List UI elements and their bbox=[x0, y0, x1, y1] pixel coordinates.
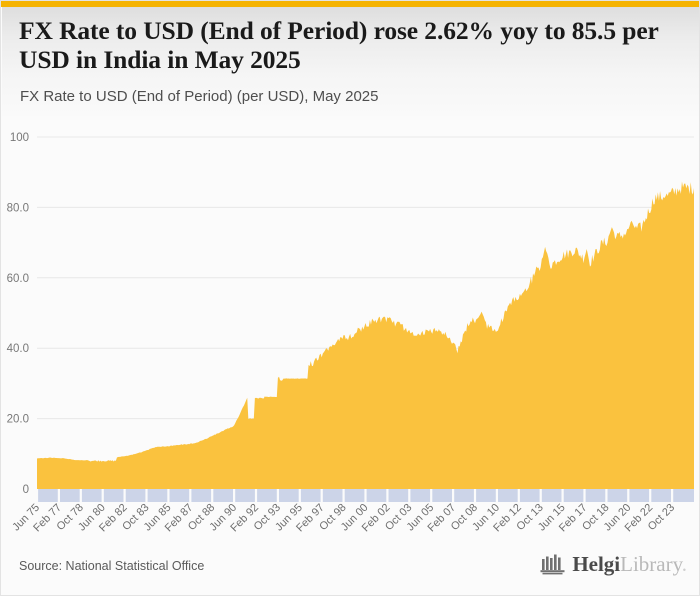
chart-footer: Source: National Statistical Office Helg… bbox=[1, 537, 699, 595]
x-axis-band bbox=[35, 489, 694, 502]
plot-area: 0 20.0 40.0 60.0 80.0 100 Jun 75 Feb 77 Oct 78 J… bbox=[2, 116, 699, 536]
y-axis-tick-label: 40.0 bbox=[7, 343, 29, 355]
y-axis-tick-label: 60.0 bbox=[7, 273, 29, 285]
chart-header: FX Rate to USD (End of Period) rose 2.62… bbox=[2, 7, 699, 116]
y-axis-tick-label: 100 bbox=[10, 132, 29, 144]
series-area-fx-rate bbox=[37, 181, 694, 489]
y-axis-tick-label: 0 bbox=[23, 484, 29, 496]
helgi-library-logo[interactable]: HelgiLibrary. bbox=[540, 553, 687, 575]
area-fill-path bbox=[37, 181, 694, 489]
logo-wordmark: HelgiLibrary. bbox=[572, 551, 687, 576]
source-note: Source: National Statistical Office bbox=[19, 559, 205, 573]
y-axis-tick-label: 20.0 bbox=[7, 414, 29, 426]
top-accent-bar bbox=[1, 1, 699, 7]
y-axis-tick-label: 80.0 bbox=[7, 202, 29, 214]
y-axis-labels: 0 20.0 40.0 60.0 80.0 100 bbox=[7, 132, 29, 496]
logo-helgi-text: Helgi bbox=[572, 551, 621, 576]
chart-subtitle: FX Rate to USD (End of Period) (per USD)… bbox=[20, 88, 379, 105]
page-title: FX Rate to USD (End of Period) rose 2.62… bbox=[19, 16, 659, 74]
logo-dot: . bbox=[681, 551, 687, 576]
logo-library-text: Library bbox=[620, 551, 682, 576]
library-building-icon bbox=[540, 554, 565, 575]
